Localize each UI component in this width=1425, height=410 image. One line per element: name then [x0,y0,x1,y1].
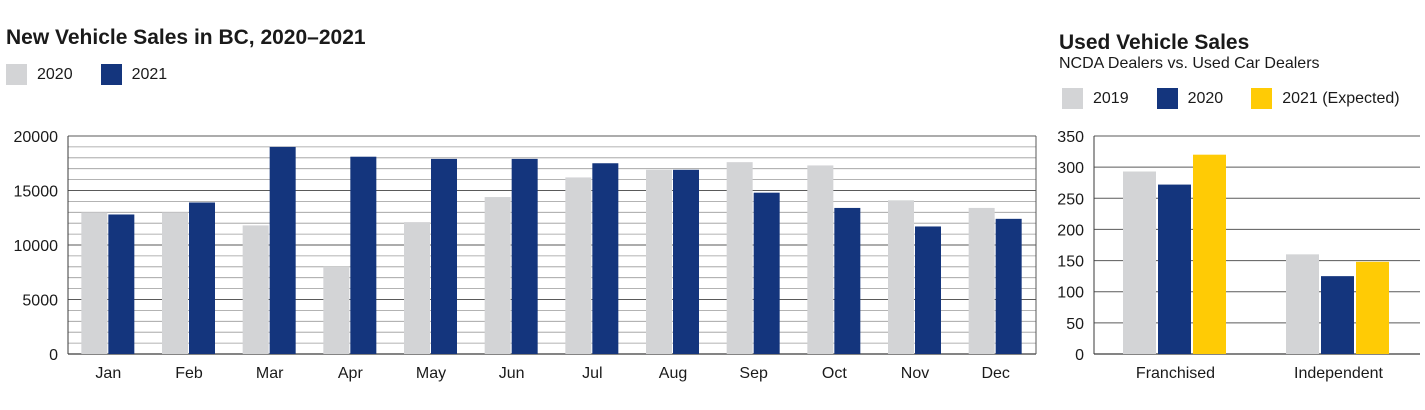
left-bar-dec-2021 [995,218,1022,354]
left-bar-oct-2021 [834,207,861,354]
left-bar-feb-2021 [189,202,215,354]
right-legend-swatch [1156,88,1178,109]
left-chart-legend: 2020 2021 [6,64,195,85]
left-legend-item-2021: 2021 [100,64,168,85]
left-bar-may-2021 [431,158,457,354]
left-legend-label: 2021 [131,65,168,83]
right-x-tick-label: Franchised [1136,365,1215,382]
left-bar-jul-2021 [592,163,619,354]
right-legend-item-2021-expected: 2021 (Expected) [1251,88,1400,109]
left-bar-mar-2021 [269,146,296,354]
left-bar-mar-2020 [242,225,269,354]
left-bar-sep-2020 [726,162,753,354]
left-legend-swatch [6,64,27,85]
left-x-tick-label: Jun [499,365,525,382]
right-legend-label: 2021 (Expected) [1282,89,1400,107]
left-legend-swatch [100,64,122,85]
right-bar-chart: 0 50 100 150 200 250 300 350 Franchised Independe… [1057,129,1420,382]
left-x-tick-label: Mar [256,365,284,382]
left-x-tick-label: Dec [981,365,1009,382]
left-y-tick-label: 15000 [14,184,59,201]
right-legend-swatch [1251,88,1273,109]
left-x-tick-label: Aug [659,365,687,382]
left-x-tick-label: Nov [901,365,929,382]
right-bar-franchised-2021-expected [1193,154,1226,354]
right-y-tick-label: 50 [1066,316,1084,333]
left-legend-item-2020: 2020 [6,64,73,85]
left-bar-aug-2021 [673,169,699,354]
right-y-tick-label: 100 [1057,285,1084,302]
left-bar-jun-2021 [511,158,538,354]
left-x-tick-label: Jan [95,365,121,382]
right-legend-item-2019: 2019 [1062,88,1129,109]
right-bar-independent-2021-expected [1356,261,1389,354]
right-bar-franchised-2020 [1158,184,1191,354]
left-bar-apr-2021 [350,156,377,354]
left-bar-aug-2020 [646,169,672,354]
left-y-tick-label: 5000 [22,293,58,310]
left-y-tick-label: 10000 [14,238,59,255]
left-legend-label: 2020 [37,65,73,83]
right-y-tick-label: 0 [1075,347,1084,364]
left-bar-apr-2020 [323,266,350,354]
right-bar-independent-2020 [1321,276,1354,354]
left-x-tick-label: Feb [175,365,203,382]
left-bar-nov-2021 [915,226,941,354]
right-legend-swatch [1062,88,1083,109]
left-y-tick-label: 0 [49,347,58,364]
left-bar-dec-2020 [968,207,995,354]
right-legend-label: 2019 [1093,89,1129,107]
left-bar-sep-2021 [753,192,780,354]
left-bar-jul-2020 [565,177,592,354]
right-bar-franchised-2019 [1123,171,1156,354]
left-x-tick-label: Jul [582,365,602,382]
left-chart-title: New Vehicle Sales in BC, 2020–2021 [6,26,366,49]
right-x-tick-label: Independent [1294,365,1384,382]
left-bar-nov-2020 [888,200,914,354]
left-x-tick-label: Apr [338,365,364,382]
right-y-tick-label: 150 [1057,254,1084,271]
left-bar-jan-2021 [108,214,135,354]
left-bar-jan-2020 [81,212,108,354]
right-chart-legend: 2019 2020 2021 (Expected) [1062,88,1425,109]
right-y-tick-label: 300 [1057,160,1084,177]
left-bar-may-2020 [404,222,430,354]
right-chart-title: Used Vehicle Sales [1059,31,1250,54]
left-bar-oct-2020 [807,165,834,354]
left-x-tick-label: Oct [822,365,847,382]
left-x-tick-label: May [416,365,446,382]
right-legend-item-2020: 2020 [1156,88,1224,109]
right-bar-independent-2019 [1286,254,1319,354]
right-legend-label: 2020 [1187,89,1224,107]
left-x-tick-label: Sep [739,365,768,382]
right-chart-subtitle: NCDA Dealers vs. Used Car Dealers [1059,55,1320,72]
left-y-tick-label: 20000 [14,129,59,146]
right-y-tick-label: 350 [1057,129,1084,146]
left-bar-jun-2020 [484,197,511,354]
right-y-tick-label: 200 [1057,222,1084,239]
right-y-tick-label: 250 [1057,191,1084,208]
left-bar-chart: 0 5000 10000 15000 20000 Jan Feb Mar Apr May Jun Ju… [14,129,1037,382]
left-bar-feb-2020 [162,212,188,354]
